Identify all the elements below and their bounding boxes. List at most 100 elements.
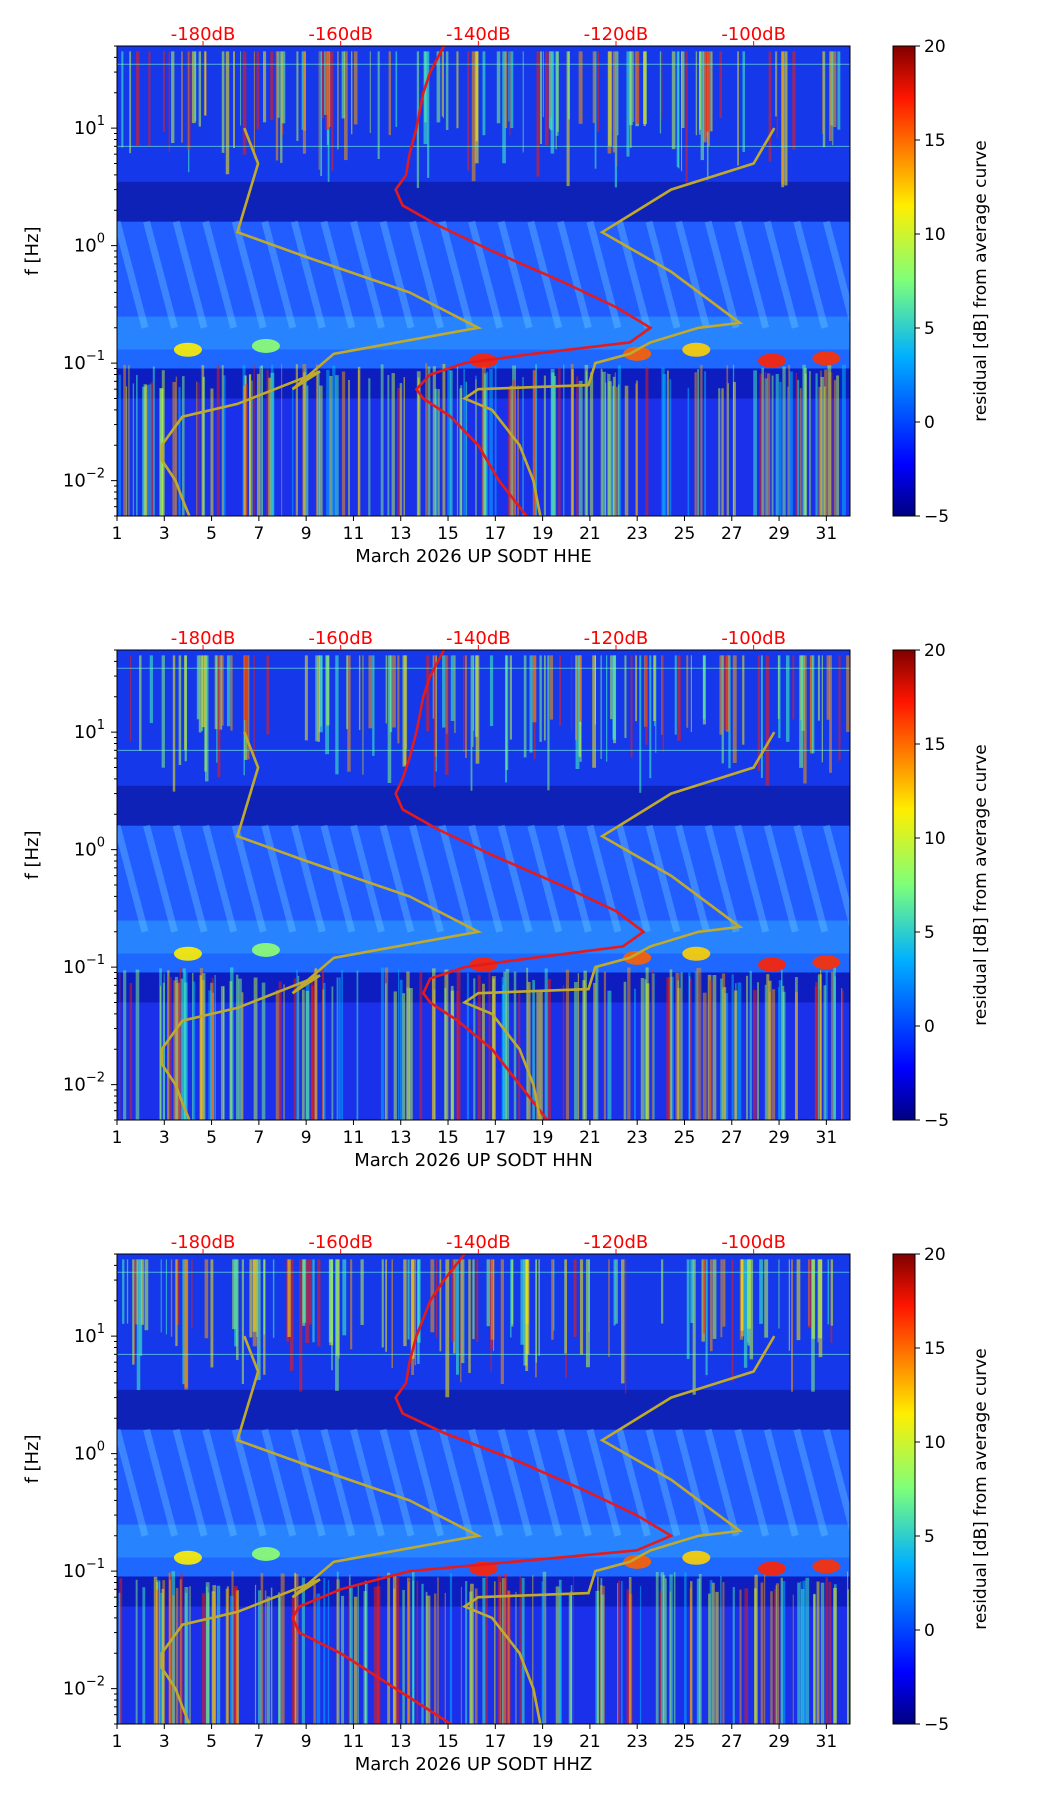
spectrogram-burst xyxy=(617,365,622,516)
spectrogram-burst xyxy=(395,51,398,127)
spectrogram-burst xyxy=(280,1573,285,1724)
spectrogram-burst xyxy=(724,993,729,1120)
spectrogram-burst xyxy=(466,972,469,1120)
spectrogram-burst xyxy=(315,967,317,1120)
spectrogram-burst xyxy=(240,51,242,126)
spectrogram-burst xyxy=(266,369,269,516)
spectrogram-burst xyxy=(228,1588,230,1724)
spectrogram xyxy=(117,1254,850,1724)
spectrogram-burst xyxy=(245,383,248,516)
spectrogram-streak xyxy=(438,824,474,933)
spectrogram-burst xyxy=(266,655,270,735)
spectrogram-burst xyxy=(342,1259,347,1336)
spectrogram-burst xyxy=(391,1259,394,1369)
colorbar-tick-label: 5 xyxy=(924,319,935,339)
spectrogram-burst xyxy=(460,1259,462,1383)
x-tick-label: 15 xyxy=(437,524,459,544)
spectrogram-burst xyxy=(331,51,334,171)
spectrogram-burst xyxy=(832,51,837,128)
spectrogram-burst xyxy=(368,655,373,729)
spectrogram-streak xyxy=(793,824,829,933)
spectrogram-band xyxy=(117,181,850,222)
spectrogram-burst xyxy=(385,1259,388,1352)
spectrogram-burst xyxy=(678,655,680,727)
spectrogram-burst xyxy=(426,1595,431,1724)
spectrogram-burst xyxy=(252,1259,257,1332)
top-tick-label: -160dB xyxy=(308,24,373,45)
spectrogram-burst xyxy=(275,990,280,1120)
spectrogram-burst xyxy=(802,364,806,516)
spectrogram-burst xyxy=(615,1259,618,1324)
colorbar-tick-label: 0 xyxy=(924,1017,935,1037)
spectrogram-burst xyxy=(709,1580,713,1724)
spectrogram-burst xyxy=(597,51,600,132)
spectrogram-burst xyxy=(482,983,485,1120)
spectrogram-burst xyxy=(385,655,387,724)
spectrogram-burst xyxy=(544,968,548,1120)
spectrogram-burst xyxy=(553,376,557,516)
y-axis-label: f [Hz] xyxy=(22,226,43,275)
spectrogram-burst xyxy=(825,970,828,1120)
spectrogram-burst xyxy=(456,1259,459,1375)
spectrogram-burst xyxy=(547,978,551,1120)
x-tick-label: 13 xyxy=(390,1732,412,1752)
spectrogram-burst xyxy=(296,51,299,141)
spectrogram-streak xyxy=(556,824,592,933)
spectrogram-burst xyxy=(769,992,771,1120)
spectrogram-burst xyxy=(811,655,815,754)
spectrogram-burst xyxy=(281,363,283,516)
spectrogram-blob xyxy=(251,1546,280,1561)
spectrogram-burst xyxy=(399,383,403,516)
spectrogram-burst xyxy=(651,969,653,1120)
spectrogram-burst xyxy=(241,992,244,1120)
spectrogram-burst xyxy=(686,655,689,728)
spectrogram-burst xyxy=(505,655,509,771)
spectrogram-burst xyxy=(278,1596,281,1724)
spectrogram-burst xyxy=(600,655,602,759)
spectrogram-burst xyxy=(136,1259,141,1391)
spectrogram-burst xyxy=(601,1594,605,1724)
spectrogram-streak xyxy=(350,1428,385,1537)
x-tick-label: 21 xyxy=(579,1128,601,1148)
y-tick-label: 10−1 xyxy=(63,1557,105,1582)
spectrogram-burst xyxy=(681,51,685,128)
spectrogram-burst xyxy=(308,1259,313,1325)
x-tick-label: 17 xyxy=(485,1732,507,1752)
colorbar-tick-label: 0 xyxy=(924,413,935,433)
spectrogram-burst xyxy=(336,977,338,1120)
spectrogram-burst xyxy=(721,388,724,516)
spectrogram-burst xyxy=(585,370,587,516)
spectrogram-burst xyxy=(602,1585,605,1724)
spectrogram-burst xyxy=(257,1590,262,1724)
spectrogram-burst xyxy=(434,655,437,757)
spectrogram-burst xyxy=(775,51,777,117)
noise-model-curve xyxy=(160,1335,483,1724)
spectrogram-burst xyxy=(191,1259,193,1329)
spectrogram-burst xyxy=(270,372,275,516)
spectrogram-burst xyxy=(220,986,224,1120)
spectrogram-burst xyxy=(645,366,649,516)
spectrogram-burst xyxy=(449,370,453,516)
spectrogram-burst xyxy=(579,655,582,722)
x-tick-label: 23 xyxy=(626,1732,648,1752)
spectrogram-streak xyxy=(117,220,149,329)
spectrogram-streak xyxy=(497,1428,533,1537)
spectrogram-burst xyxy=(827,1259,830,1325)
spectrogram-burst xyxy=(766,974,770,1120)
spectrogram-burst xyxy=(171,51,175,143)
spectrogram-burst xyxy=(118,1592,121,1724)
spectrogram-burst xyxy=(388,51,391,136)
spectrogram-burst xyxy=(823,985,827,1120)
spectrogram-burst xyxy=(248,374,252,516)
spectrogram-burst xyxy=(296,969,298,1120)
spectrogram-burst xyxy=(778,987,780,1120)
spectrogram-burst xyxy=(196,381,198,516)
spectrogram-burst xyxy=(350,1585,353,1724)
spectrogram-burst xyxy=(119,973,121,1120)
spectrogram xyxy=(117,650,850,1120)
spectrogram-burst xyxy=(711,1582,715,1724)
spectrogram-burst xyxy=(130,655,132,741)
spectrogram-burst xyxy=(792,655,795,720)
spectrogram-burst xyxy=(805,1577,810,1724)
spectrogram-burst xyxy=(818,386,822,516)
